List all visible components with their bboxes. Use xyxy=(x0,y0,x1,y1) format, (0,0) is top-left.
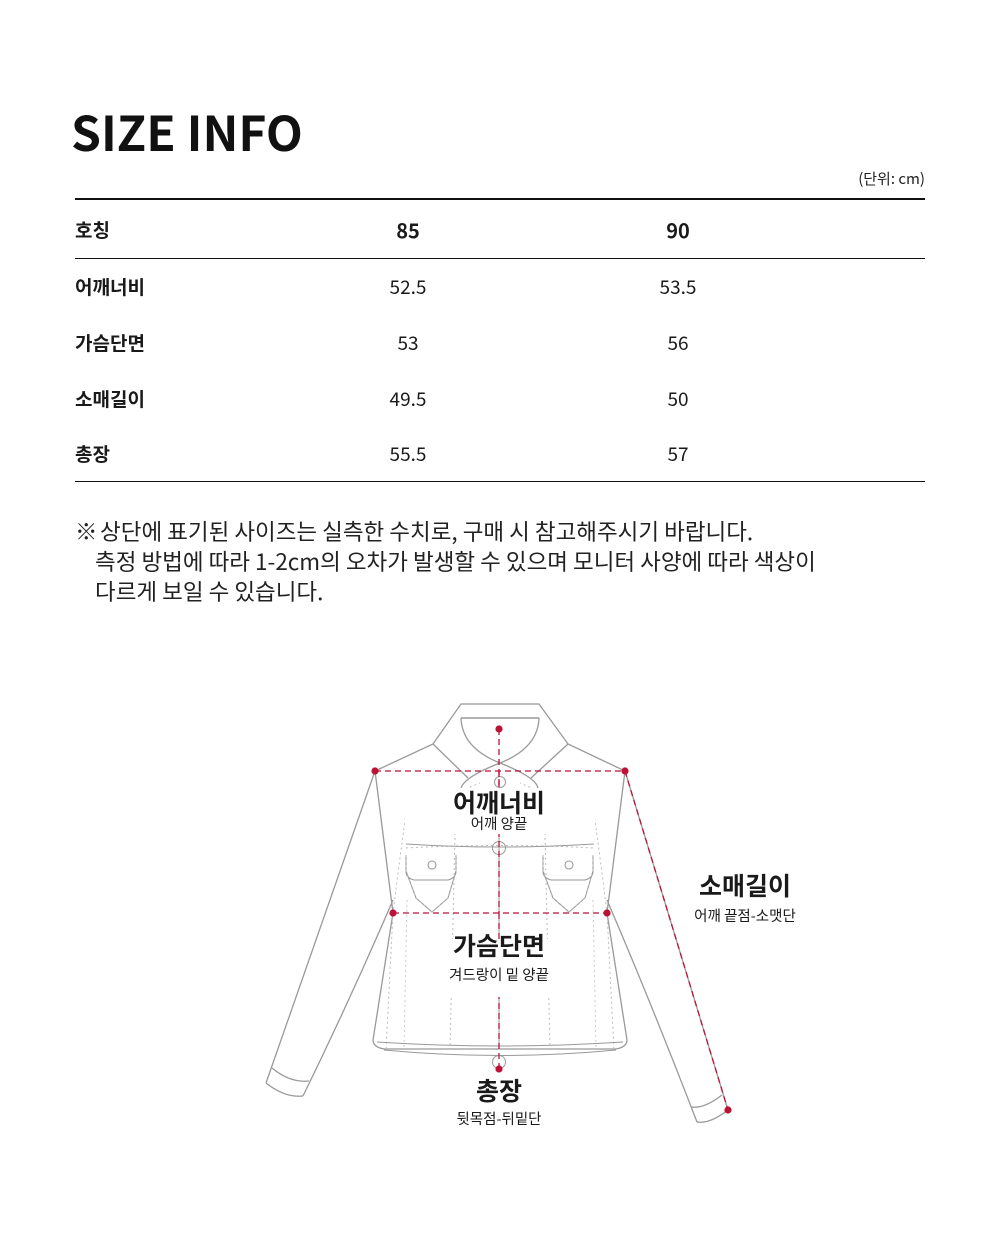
svg-text:뒷목점-뒤밑단: 뒷목점-뒤밑단 xyxy=(456,1108,541,1129)
svg-text:총장: 총장 xyxy=(476,1072,522,1108)
svg-text:어깨 양끝: 어깨 양끝 xyxy=(471,813,528,834)
svg-text:소매길이: 소매길이 xyxy=(699,867,791,903)
svg-text:겨드랑이 밑 양끝: 겨드랑이 밑 양끝 xyxy=(449,964,549,985)
svg-text:가슴단면: 가슴단면 xyxy=(453,927,545,963)
svg-text:어깨 끝점-소맷단: 어깨 끝점-소맷단 xyxy=(694,905,796,926)
